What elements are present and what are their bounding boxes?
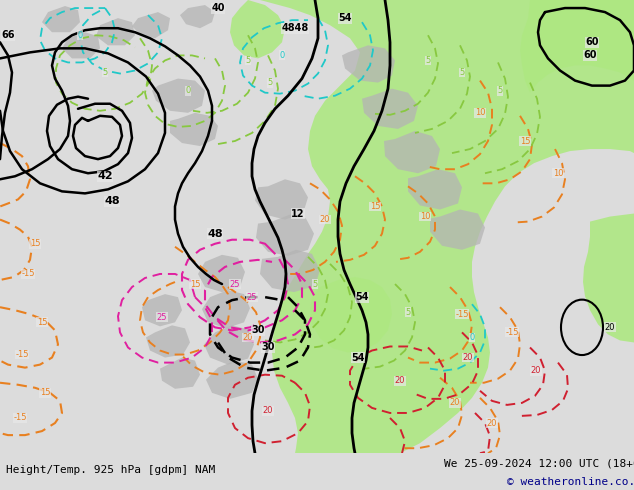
Text: 0: 0 xyxy=(77,31,82,40)
Polygon shape xyxy=(583,214,634,343)
Text: We 25-09-2024 12:00 UTC (18+66): We 25-09-2024 12:00 UTC (18+66) xyxy=(444,459,634,468)
Polygon shape xyxy=(260,250,320,292)
Text: 5: 5 xyxy=(425,56,430,65)
Text: 25: 25 xyxy=(247,293,257,302)
Text: 20: 20 xyxy=(395,376,405,385)
Text: -15: -15 xyxy=(15,350,29,359)
Text: 0: 0 xyxy=(280,51,285,60)
Text: 15: 15 xyxy=(30,239,40,248)
Text: 20: 20 xyxy=(531,366,541,375)
Text: 10: 10 xyxy=(553,169,563,178)
Text: 40: 40 xyxy=(211,3,224,13)
Text: -15: -15 xyxy=(505,328,519,337)
Text: 60: 60 xyxy=(583,50,597,60)
Polygon shape xyxy=(152,78,205,113)
Text: 60: 60 xyxy=(585,37,598,48)
Polygon shape xyxy=(42,6,80,32)
Text: 20: 20 xyxy=(243,333,253,342)
Text: 48: 48 xyxy=(104,196,120,206)
Polygon shape xyxy=(520,0,634,93)
Polygon shape xyxy=(256,215,314,256)
Text: 54: 54 xyxy=(351,353,365,363)
Text: 5: 5 xyxy=(102,68,108,77)
Polygon shape xyxy=(142,294,182,326)
Text: 20: 20 xyxy=(320,215,330,224)
Polygon shape xyxy=(132,12,170,38)
Text: 20: 20 xyxy=(262,406,273,416)
Text: 0: 0 xyxy=(469,333,475,342)
Polygon shape xyxy=(430,210,485,250)
Text: 5: 5 xyxy=(405,308,411,317)
Text: -15: -15 xyxy=(22,270,35,278)
Text: 15: 15 xyxy=(520,137,530,146)
Text: 15: 15 xyxy=(37,318,48,327)
Text: -15: -15 xyxy=(455,310,469,319)
Text: Height/Temp. 925 hPa [gdpm] NAM: Height/Temp. 925 hPa [gdpm] NAM xyxy=(6,465,216,475)
Text: 5: 5 xyxy=(268,78,273,87)
Text: -15: -15 xyxy=(13,414,27,422)
Text: 20: 20 xyxy=(605,323,615,332)
Polygon shape xyxy=(160,358,200,389)
Text: 10: 10 xyxy=(420,212,430,221)
Text: 20: 20 xyxy=(450,398,460,407)
Polygon shape xyxy=(384,131,440,173)
Text: 5: 5 xyxy=(245,56,250,65)
Text: 5: 5 xyxy=(460,68,465,77)
Polygon shape xyxy=(62,32,100,58)
Polygon shape xyxy=(342,46,395,83)
Text: 15: 15 xyxy=(370,202,380,211)
Text: © weatheronline.co.uk: © weatheronline.co.uk xyxy=(507,477,634,487)
Text: 30: 30 xyxy=(261,343,275,352)
Text: 15: 15 xyxy=(190,279,200,289)
Polygon shape xyxy=(255,179,308,220)
Text: 42: 42 xyxy=(97,172,113,181)
Polygon shape xyxy=(204,325,254,365)
Text: 5: 5 xyxy=(498,86,503,95)
Text: 66: 66 xyxy=(1,30,15,40)
Text: 25: 25 xyxy=(230,279,240,289)
Text: 20: 20 xyxy=(463,353,473,362)
Polygon shape xyxy=(202,290,250,328)
Text: 20: 20 xyxy=(487,418,497,428)
Polygon shape xyxy=(180,5,215,28)
Text: 54: 54 xyxy=(339,13,352,23)
Polygon shape xyxy=(310,277,392,352)
Text: 12: 12 xyxy=(291,209,305,219)
Polygon shape xyxy=(234,0,634,453)
Text: 25: 25 xyxy=(157,313,167,322)
Polygon shape xyxy=(146,325,190,358)
Text: 4848: 4848 xyxy=(281,23,309,33)
Polygon shape xyxy=(96,18,135,46)
Text: 0: 0 xyxy=(185,86,191,95)
Text: 5: 5 xyxy=(313,279,318,289)
Polygon shape xyxy=(170,113,218,146)
Text: 10: 10 xyxy=(475,108,485,117)
Text: 48: 48 xyxy=(207,229,223,239)
Polygon shape xyxy=(198,255,245,292)
Polygon shape xyxy=(362,89,418,129)
Polygon shape xyxy=(206,361,258,399)
Text: 15: 15 xyxy=(40,388,50,397)
Text: 54: 54 xyxy=(355,292,369,302)
Polygon shape xyxy=(408,169,462,210)
Text: 30: 30 xyxy=(251,325,265,335)
Polygon shape xyxy=(230,0,285,58)
